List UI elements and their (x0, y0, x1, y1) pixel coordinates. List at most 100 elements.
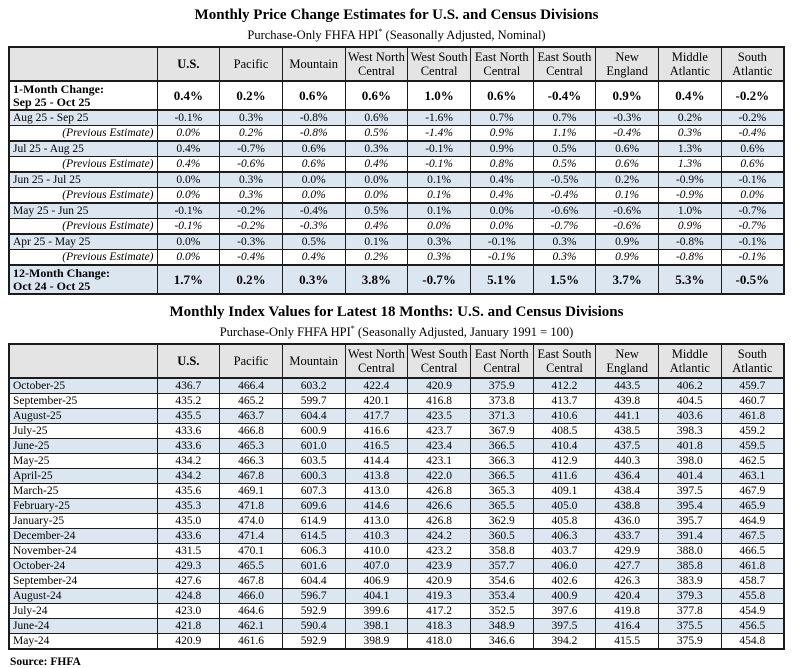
value-cell: 0.7% (532, 109, 597, 127)
value-cell: -0.8% (281, 125, 346, 142)
value-cell: 427.7 (595, 558, 659, 575)
value-cell: 0.0% (720, 187, 785, 204)
value-cell: 423.0 (156, 603, 221, 620)
row-label: (Previous Estimate) (8, 218, 158, 235)
value-cell: 419.3 (407, 588, 471, 605)
row-label: (Previous Estimate) (8, 156, 158, 173)
value-cell: 0.0% (156, 171, 221, 189)
table-row: August-25 435.5 463.7 604.4 417.7 423.5 371.3 4… (8, 408, 785, 425)
table-row: May 25 - Jun 25 -0.1% -0.2% -0.4% 0.5% 0.1% 0.… (8, 202, 785, 220)
value-cell: -0.1% (720, 233, 785, 251)
value-cell: 402.6 (532, 573, 597, 590)
value-cell: 366.3 (469, 453, 534, 470)
value-cell: 465.3 (219, 438, 283, 455)
value-cell: 362.9 (469, 513, 534, 530)
value-cell: 0.5% (344, 125, 409, 142)
value-cell: 466.5 (720, 543, 785, 560)
table-row: May-24 420.9 461.6 592.9 398.9 418.0 346.6 394.… (8, 633, 785, 650)
table-row: (Previous Estimate) 0.0% 0.2% -0.8% 0.5% -1.4… (8, 125, 785, 142)
value-cell: -0.6% (595, 218, 659, 235)
value-cell: 0.9% (595, 80, 659, 112)
row-label: (Previous Estimate) (8, 249, 158, 266)
column-header: South Atlantic (720, 343, 785, 380)
table-row: September-25 435.2 465.2 599.7 420.1 416.8 373… (8, 393, 785, 410)
value-cell: 394.2 (532, 633, 597, 650)
table2-title: Monthly Index Values for Latest 18 Month… (169, 304, 624, 321)
column-header: West South Central (407, 343, 471, 380)
value-cell: 435.5 (156, 408, 221, 425)
value-cell: 375.9 (469, 377, 534, 395)
value-cell: 0.9% (469, 140, 534, 158)
value-cell: 438.5 (595, 423, 659, 440)
value-cell: 395.4 (658, 498, 722, 515)
value-cell: -0.3% (219, 233, 283, 251)
value-cell: 466.3 (219, 453, 283, 470)
value-cell: 424.8 (156, 588, 221, 605)
value-cell: 420.9 (407, 573, 471, 590)
value-cell: 1.3% (658, 140, 722, 158)
table-row: (Previous Estimate) 0.0% 0.3% 0.0% 0.0% 0.1% 0… (8, 187, 785, 204)
row-label: August-25 (8, 408, 158, 425)
value-cell: 420.9 (156, 633, 221, 650)
value-cell: 403.7 (532, 543, 597, 560)
value-cell: 419.8 (595, 603, 659, 620)
column-header: East North Central (469, 343, 534, 380)
value-cell: -0.1% (407, 156, 471, 173)
value-cell: -0.1% (469, 249, 534, 266)
value-cell: 412.9 (532, 453, 597, 470)
value-cell: -0.2% (720, 80, 785, 112)
value-cell: 373.8 (469, 393, 534, 410)
value-cell: -0.8% (281, 109, 346, 127)
value-cell: 426.3 (595, 573, 659, 590)
footnote-asterisk: * (350, 324, 355, 334)
value-cell: 0.0% (469, 202, 534, 220)
value-cell: 413.8 (344, 468, 409, 485)
column-header-row: U.S. Pacific Mountain West North Central Wes… (8, 46, 785, 83)
value-cell: 609.6 (281, 498, 346, 515)
table-row: November-24 431.5 470.1 606.3 410.0 423.2 358.… (8, 543, 785, 560)
value-cell: 1.0% (658, 202, 722, 220)
value-cell: 590.4 (281, 618, 346, 635)
value-cell: -0.1% (407, 140, 471, 158)
price-change-table: U.S. Pacific Mountain West North Central Wes… (8, 46, 785, 296)
value-cell: -0.1% (156, 109, 221, 127)
column-header: East South Central (532, 46, 597, 83)
row-label: (Previous Estimate) (8, 125, 158, 142)
value-cell: 1.5% (532, 264, 597, 295)
value-cell: 470.1 (219, 543, 283, 560)
value-cell: 0.5% (532, 140, 597, 158)
value-cell: 0.2% (595, 171, 659, 189)
value-cell: 606.3 (281, 543, 346, 560)
value-cell: 413.0 (344, 483, 409, 500)
value-cell: 352.5 (469, 603, 534, 620)
value-cell: 420.9 (407, 377, 471, 395)
row-label: Apr 25 - May 25 (8, 233, 158, 251)
value-cell: 3.8% (344, 264, 409, 295)
value-cell: 474.0 (219, 513, 283, 530)
value-cell: 0.1% (407, 171, 471, 189)
value-cell: 1.0% (407, 80, 471, 112)
price-change-table-body: 1-Month Change: Sep 25 - Oct 25 0.4% 0.2% 0.… (8, 80, 785, 295)
value-cell: 463.7 (219, 408, 283, 425)
value-cell: 426.6 (407, 498, 471, 515)
value-cell: 434.2 (156, 468, 221, 485)
table-row: June-25 433.6 465.3 601.0 416.5 423.4 366.5 410… (8, 438, 785, 455)
value-cell: -0.2% (219, 202, 283, 220)
value-cell: 353.4 (469, 588, 534, 605)
row-label: June-24 (8, 618, 158, 635)
value-cell: 0.4% (344, 218, 409, 235)
row-label: March-25 (8, 483, 158, 500)
table-row: 1-Month Change: Sep 25 - Oct 25 0.4% 0.2% 0.… (8, 80, 785, 112)
table1-subtitle: Purchase-Only FHFA HPI* (Seasonally Adju… (8, 24, 785, 43)
value-cell: 395.7 (658, 513, 722, 530)
value-cell: 435.6 (156, 483, 221, 500)
value-cell: 401.4 (658, 468, 722, 485)
value-cell: 397.5 (532, 618, 597, 635)
value-cell: 465.5 (219, 558, 283, 575)
value-cell: 406.0 (532, 558, 597, 575)
value-cell: 439.8 (595, 393, 659, 410)
value-cell: 414.6 (344, 498, 409, 515)
value-cell: 416.4 (595, 618, 659, 635)
value-cell: -0.2% (720, 109, 785, 127)
value-cell: 433.7 (595, 528, 659, 545)
